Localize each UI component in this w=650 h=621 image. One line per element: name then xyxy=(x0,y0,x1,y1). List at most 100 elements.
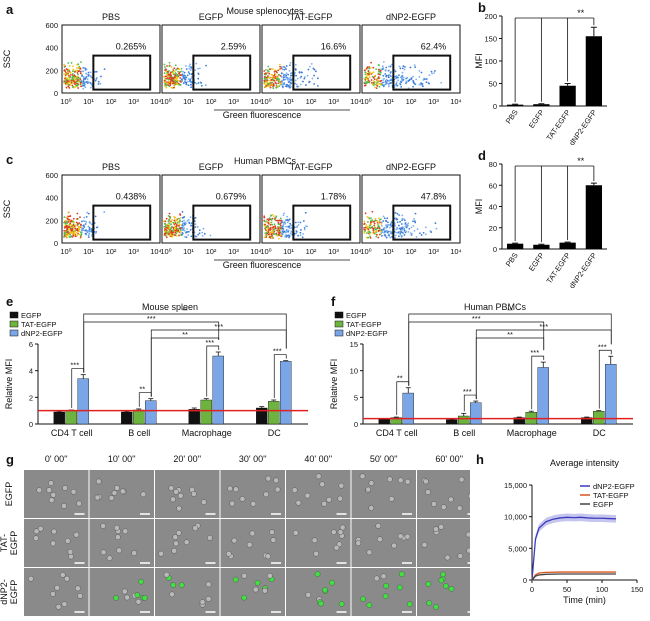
flow-event-dot xyxy=(265,76,268,79)
flow-event-dot xyxy=(64,224,67,227)
cell xyxy=(178,582,185,588)
flow-event-dot xyxy=(69,71,72,74)
flow-event-dot xyxy=(365,227,368,230)
flow-event-dot xyxy=(368,66,370,68)
flow-event-dot xyxy=(73,70,76,73)
legend-swatch xyxy=(9,311,19,319)
flow-event-dot xyxy=(289,232,292,235)
cell xyxy=(444,554,451,561)
flow-event-dot xyxy=(384,69,387,72)
flow-event-dot xyxy=(175,68,178,71)
flow-event-dot xyxy=(63,73,66,76)
flow-event-dot xyxy=(401,67,404,70)
flow-event-dot xyxy=(384,224,387,227)
flow-event-dot xyxy=(72,217,75,220)
flow-event-dot xyxy=(288,69,291,72)
flow-event-dot xyxy=(375,235,378,238)
flow-event-dot xyxy=(285,65,288,67)
flow-event-dot xyxy=(363,226,365,229)
flow-event-dot xyxy=(400,86,403,88)
flow-event-dot xyxy=(195,82,198,85)
cell xyxy=(466,547,470,554)
flow-event-dot xyxy=(168,233,170,235)
flow-event-dot xyxy=(178,72,180,75)
bar xyxy=(593,410,605,425)
flow-event-dot xyxy=(176,224,178,227)
flow-event-dot xyxy=(295,83,298,86)
flow-event-dot xyxy=(270,218,273,221)
flow-plot-frame xyxy=(261,24,361,94)
cell xyxy=(121,588,128,595)
flow-event-dot xyxy=(72,68,75,71)
flow-event-dot xyxy=(385,236,388,239)
flow-event-dot xyxy=(303,226,306,229)
significance-label: *** xyxy=(472,314,481,323)
flow-event-dot xyxy=(72,65,74,68)
flow-event-dot xyxy=(273,229,275,231)
flow-event-dot xyxy=(84,229,87,232)
flow-event-dot xyxy=(164,232,167,235)
flow-event-dot xyxy=(164,78,167,81)
y-tick-label: 80 xyxy=(489,160,497,169)
gate-percentage: 62.4% xyxy=(421,41,447,51)
flow-event-dot xyxy=(74,230,77,233)
flow-event-dot xyxy=(278,231,281,234)
flow-event-dot xyxy=(190,224,193,227)
flow-event-dot xyxy=(280,76,283,78)
flow-event-dot xyxy=(375,229,378,232)
flow-event-dot xyxy=(269,68,272,71)
flow-event-dot xyxy=(289,76,292,79)
flow-event-dot xyxy=(263,216,266,219)
y-tick-label: 0 xyxy=(29,420,33,429)
flow-event-dot xyxy=(163,79,166,82)
flow-event-dot xyxy=(297,221,300,224)
flow-event-dot xyxy=(63,216,66,218)
flow-event-dot xyxy=(303,77,306,80)
flow-event-dot xyxy=(385,78,388,81)
flow-event-dot xyxy=(78,233,81,236)
flow-event-dot xyxy=(165,225,167,228)
significance-label: *** xyxy=(598,342,607,351)
flow-event-dot xyxy=(300,71,303,74)
flow-gate-box xyxy=(92,54,152,91)
flow-event-dot xyxy=(414,83,417,86)
flow-event-dot xyxy=(369,235,371,238)
flow-event-dot xyxy=(71,78,74,81)
flow-event-dot xyxy=(365,236,368,239)
flow-event-dot xyxy=(397,235,400,238)
ssc-tick-label: 0 xyxy=(54,239,58,248)
bar xyxy=(53,411,65,425)
flow-event-dot xyxy=(170,234,172,237)
flow-event-dot xyxy=(84,86,87,88)
flow-event-dot xyxy=(68,215,71,218)
panel-letter-h: h xyxy=(476,452,484,467)
flow-event-dot xyxy=(288,218,291,221)
flow-event-dot xyxy=(412,75,414,78)
flow-event-dot xyxy=(197,77,200,80)
flow-event-dot xyxy=(296,225,299,228)
flow-gate-box xyxy=(392,54,452,91)
ssc-tick-label: 200 xyxy=(45,66,58,75)
flow-event-dot xyxy=(394,234,397,237)
cell xyxy=(386,476,393,483)
fluorescence-tick-label: 10² xyxy=(106,97,117,106)
flow-event-dot xyxy=(383,226,386,229)
flow-event-dot xyxy=(282,225,285,228)
flow-event-dot xyxy=(388,79,391,82)
flow-event-dot xyxy=(166,73,168,76)
cell xyxy=(76,500,82,507)
flow-event-dot xyxy=(173,79,175,82)
flow-event-dot xyxy=(270,76,272,79)
cell xyxy=(326,496,332,503)
fluorescence-tick-label: 10³ xyxy=(128,247,139,256)
flow-event-dot xyxy=(173,76,176,79)
flow-event-dot xyxy=(187,80,189,83)
flow-event-dot xyxy=(181,211,184,213)
row-label: TAT- xyxy=(0,534,9,552)
flow-event-dot xyxy=(89,222,91,224)
flow-event-dot xyxy=(376,220,379,222)
cell xyxy=(313,550,319,557)
cell xyxy=(100,549,107,556)
bar xyxy=(121,411,133,425)
flow-event-dot xyxy=(407,80,410,82)
